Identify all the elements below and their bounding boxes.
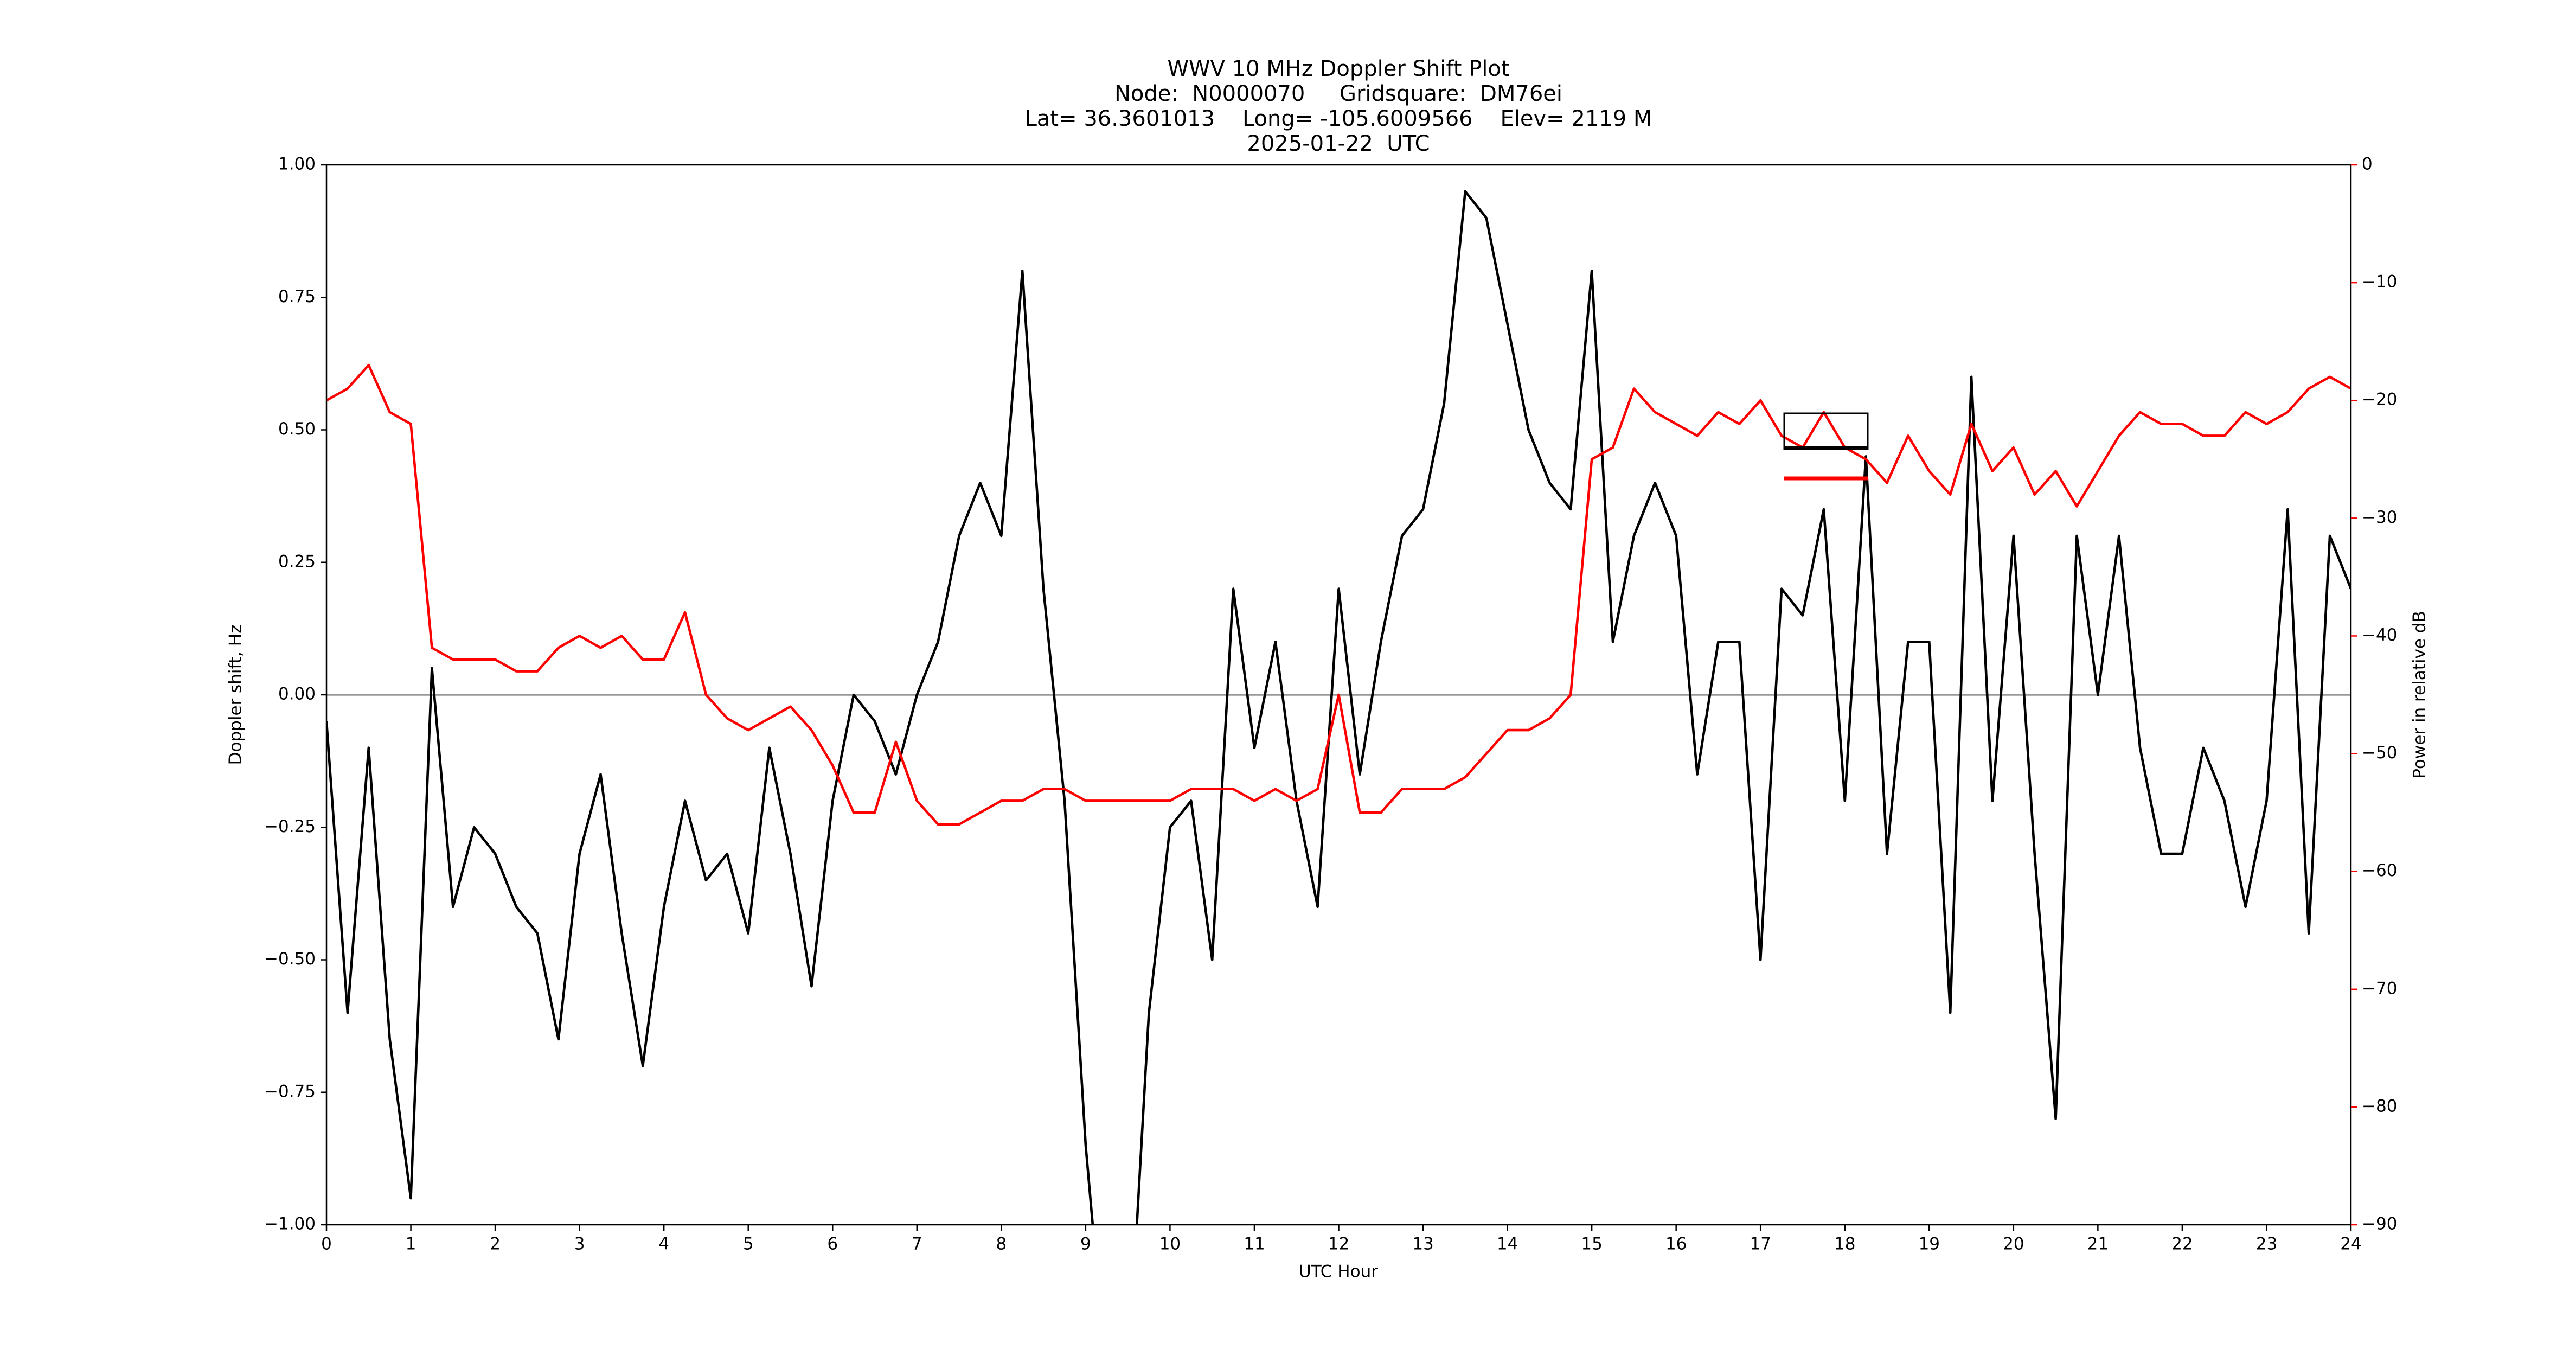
x-tick-label: 10 <box>1159 1235 1181 1254</box>
y-tick-label: −0.75 <box>264 1082 316 1101</box>
x-axis-label: UTC Hour <box>1299 1262 1378 1282</box>
y-tick-label: −0.25 <box>264 817 316 836</box>
x-tick-label: 8 <box>996 1235 1007 1254</box>
x-tick-label: 7 <box>912 1235 922 1254</box>
x-tick-label: 13 <box>1412 1235 1433 1254</box>
x-tick-label: 14 <box>1497 1235 1518 1254</box>
y-axis-label: Doppler shift, Hz <box>226 625 246 765</box>
y2-tick-label: −80 <box>2362 1096 2397 1116</box>
x-tick-label: 6 <box>827 1235 838 1254</box>
x-tick-label: 2 <box>490 1235 501 1254</box>
y-tick-label: 0.50 <box>278 419 316 439</box>
y-tick-label: 0.00 <box>278 685 316 704</box>
series-line <box>326 190 2351 1225</box>
x-tick-label: 9 <box>1080 1235 1091 1254</box>
chart-subtitle: Lat= 36.3601013 Long= -105.6009566 Elev=… <box>1025 106 1652 131</box>
y2-tick-label: −20 <box>2362 390 2397 410</box>
y2-tick-label: 0 <box>2362 155 2373 174</box>
chart-subtitle: Node: N0000070 Gridsquare: DM76ei <box>1114 81 1562 106</box>
series-line <box>326 363 2351 826</box>
y-tick-label: 1.00 <box>278 155 316 174</box>
x-tick-label: 0 <box>321 1235 332 1254</box>
x-tick-label: 3 <box>574 1235 585 1254</box>
x-tick-label: 17 <box>1750 1235 1771 1254</box>
x-tick-label: 16 <box>1665 1235 1687 1254</box>
y-tick-label: 0.75 <box>278 287 316 306</box>
x-tick-label: 21 <box>2087 1235 2109 1254</box>
x-tick-label: 24 <box>2340 1235 2361 1254</box>
x-tick-label: 12 <box>1328 1235 1349 1254</box>
x-tick-label: 19 <box>1919 1235 1940 1254</box>
y2-tick-label: −90 <box>2362 1214 2397 1234</box>
y2-tick-label: −10 <box>2362 272 2397 292</box>
chart-title: WWV 10 MHz Doppler Shift Plot <box>1167 56 1509 81</box>
x-tick-label: 18 <box>1834 1235 1855 1254</box>
y2-tick-label: −50 <box>2362 743 2397 763</box>
y2-tick-label: −60 <box>2362 861 2397 880</box>
x-tick-label: 23 <box>2256 1235 2277 1254</box>
x-tick-label: 15 <box>1581 1235 1602 1254</box>
x-tick-label: 20 <box>2003 1235 2024 1254</box>
x-tick-label: 22 <box>2171 1235 2193 1254</box>
x-tick-label: 1 <box>406 1235 416 1254</box>
y2-axis-label: Power in relative dB <box>2410 611 2430 778</box>
y-tick-label: −1.00 <box>264 1214 316 1234</box>
x-tick-label: 5 <box>743 1235 754 1254</box>
y-tick-label: −0.50 <box>264 949 316 969</box>
y2-tick-label: −40 <box>2362 625 2397 645</box>
y2-tick-label: −70 <box>2362 978 2397 998</box>
x-tick-label: 11 <box>1244 1235 1265 1254</box>
x-tick-label: 4 <box>658 1235 669 1254</box>
y-tick-label: 0.25 <box>278 552 316 571</box>
y2-tick-label: −30 <box>2362 508 2397 527</box>
chart-subtitle: 2025-01-22 UTC <box>1247 131 1430 156</box>
plot-area <box>326 190 2351 1225</box>
